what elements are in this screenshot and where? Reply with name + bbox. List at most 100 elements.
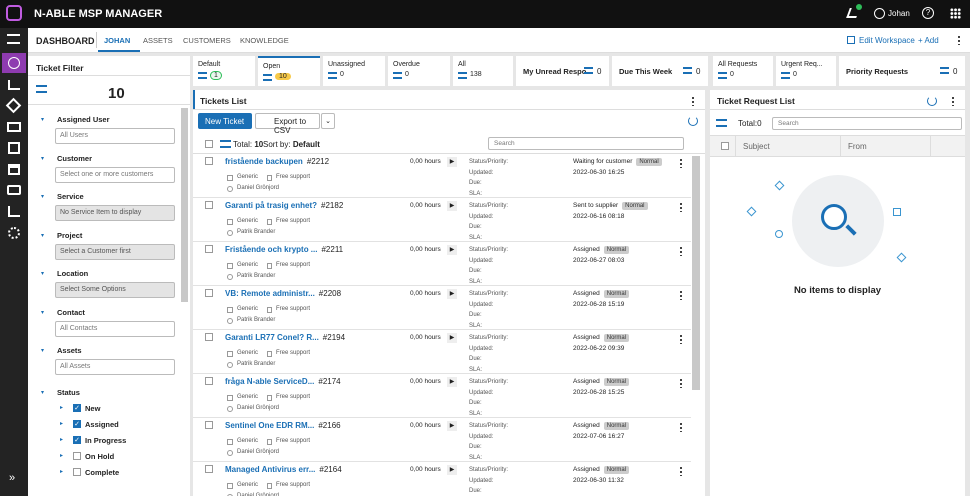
refresh-icon[interactable] <box>927 96 937 106</box>
analytics-icon[interactable] <box>8 206 20 217</box>
timer-button[interactable]: ▶ <box>447 245 457 255</box>
expand-arrow[interactable]: ▸ <box>60 404 64 411</box>
panel-menu[interactable] <box>952 96 954 106</box>
status-checkbox[interactable]: ✓ <box>73 419 81 428</box>
row-menu[interactable] <box>680 422 682 432</box>
ticket-title[interactable]: fråga N-able ServiceD... <box>225 377 315 386</box>
timer-button[interactable]: ▶ <box>447 333 457 343</box>
column-header[interactable]: From <box>848 142 867 151</box>
logo[interactable] <box>6 5 22 21</box>
expand-arrow[interactable]: ▸ <box>60 453 64 460</box>
ticket-row[interactable]: Managed Antivirus err... #2164 Generic Free… <box>193 462 691 496</box>
ticket-checkbox[interactable] <box>205 421 213 429</box>
filter-tile[interactable]: Priority Requests 0 <box>839 56 965 86</box>
ticket-title[interactable]: Garanti LR77 Conel? R... <box>225 333 319 342</box>
expand-arrow[interactable]: ▸ <box>60 469 64 476</box>
ticket-checkbox[interactable] <box>205 333 213 341</box>
apps-icon[interactable] <box>950 8 961 19</box>
ticket-row[interactable]: Garanti på trasig enhet? #2182 Generic Free… <box>193 198 691 242</box>
ticket-title[interactable]: Sentinel One EDR RM... <box>225 421 315 430</box>
row-menu[interactable] <box>680 158 682 168</box>
filter-tile[interactable]: Due This Week 0 <box>612 56 708 86</box>
collapse-arrow[interactable]: ▾ <box>41 232 45 239</box>
field-input[interactable]: Select Some Options <box>55 282 175 298</box>
ticket-title[interactable]: Managed Antivirus err... <box>225 465 316 474</box>
row-menu[interactable] <box>680 246 682 256</box>
field-input[interactable]: All Assets <box>55 359 175 375</box>
scrollbar[interactable] <box>181 108 188 302</box>
filter-icon[interactable] <box>716 119 727 127</box>
ticket-checkbox[interactable] <box>205 377 213 385</box>
ticket-checkbox[interactable] <box>205 201 213 209</box>
collapse-arrow[interactable]: ▾ <box>41 309 45 316</box>
ticket-row[interactable]: Fristående och krypto ... #2211 Generic Fre… <box>193 242 691 286</box>
expand-sidebar[interactable]: » <box>9 472 16 484</box>
filter-tile[interactable]: My Unread Respo... 0 <box>516 56 609 86</box>
field-input[interactable]: All Users <box>55 128 175 144</box>
row-menu[interactable] <box>680 290 682 300</box>
export-button[interactable]: Export to CSV <box>255 113 320 135</box>
select-all[interactable] <box>721 142 729 150</box>
collapse-arrow[interactable]: ▾ <box>41 348 45 354</box>
collapse-arrow[interactable]: ▾ <box>41 117 45 123</box>
ticket-checkbox[interactable] <box>205 289 213 297</box>
filter-tile[interactable]: Unassigned 0 <box>323 56 385 86</box>
ticket-title[interactable]: Garanti på trasig enhet? <box>225 201 318 210</box>
ticket-title[interactable]: fristående backupen <box>225 157 303 166</box>
tickets-icon[interactable] <box>5 97 22 114</box>
sort[interactable]: Sort by: Default <box>263 140 320 149</box>
filter-tile[interactable]: Urgent Req... 0 <box>776 56 836 86</box>
tab[interactable]: JOHAN <box>104 36 131 45</box>
contracts-icon[interactable] <box>8 164 20 175</box>
timer-button[interactable]: ▶ <box>447 289 457 299</box>
refresh-icon[interactable] <box>688 116 698 126</box>
collapse-arrow[interactable]: ▾ <box>41 271 45 277</box>
expand-arrow[interactable]: ▸ <box>60 420 64 427</box>
ticket-title[interactable]: Fristående och krypto ... <box>225 245 318 254</box>
panel-menu[interactable] <box>692 96 694 106</box>
filter-tile[interactable]: All Requests 0 <box>713 56 773 86</box>
ticket-title[interactable]: VB: Remote administr... <box>225 289 315 298</box>
row-menu[interactable] <box>680 334 682 344</box>
row-menu[interactable] <box>680 378 682 388</box>
row-menu[interactable] <box>680 466 682 476</box>
field-input[interactable]: All Contacts <box>55 320 175 337</box>
menu-icon[interactable] <box>7 34 20 44</box>
timer-button[interactable]: ▶ <box>447 377 457 387</box>
add-button[interactable]: + Add <box>918 36 939 45</box>
tab[interactable]: CUSTOMERS <box>183 36 231 45</box>
timer-button[interactable]: ▶ <box>447 201 457 211</box>
help-icon[interactable]: ? <box>922 7 934 19</box>
user-name[interactable]: Johan <box>888 9 910 18</box>
tab[interactable]: KNOWLEDGE <box>240 36 289 45</box>
ticket-checkbox[interactable] <box>205 465 213 473</box>
status-checkbox[interactable]: ✓ <box>73 435 81 444</box>
filter-tile[interactable]: Open 10 <box>258 56 320 86</box>
new-ticket-button[interactable]: New Ticket <box>198 113 252 129</box>
ticket-row[interactable]: Sentinel One EDR RM... #2166 Generic Free s… <box>193 418 691 462</box>
billing-icon[interactable] <box>7 185 21 195</box>
tab-menu[interactable] <box>958 35 960 45</box>
status-checkbox[interactable] <box>73 468 81 477</box>
status-checkbox[interactable] <box>73 452 81 461</box>
tab[interactable]: ASSETS <box>143 36 173 45</box>
status-checkbox[interactable]: ✓ <box>73 403 81 412</box>
ticket-checkbox[interactable] <box>205 157 213 165</box>
scrollbar[interactable] <box>692 156 700 390</box>
timer-button[interactable]: ▶ <box>447 421 457 431</box>
calendar-icon[interactable] <box>8 142 20 154</box>
column-header[interactable]: Subject <box>743 142 770 151</box>
timer-button[interactable]: ▶ <box>447 465 457 475</box>
export-dropdown[interactable]: ⌄ <box>321 113 335 129</box>
timer-button[interactable]: ▶ <box>447 157 457 167</box>
filter-tile[interactable]: Overdue 0 <box>388 56 450 86</box>
field-input[interactable]: Select one or more customers <box>55 166 175 183</box>
collapse-arrow[interactable]: ▾ <box>41 155 45 162</box>
filter-tile[interactable]: All 138 <box>453 56 513 86</box>
search-box[interactable]: Search <box>488 137 684 150</box>
field-input[interactable]: No Service Item to display <box>55 205 175 221</box>
devices-icon[interactable] <box>7 122 21 132</box>
ticket-row[interactable]: Garanti LR77 Conel? R... #2194 Generic Free… <box>193 330 691 374</box>
ticket-row[interactable]: fråga N-able ServiceD... #2174 Generic Free… <box>193 374 691 418</box>
ticket-row[interactable]: fristående backupen #2212 Generic Free supp… <box>193 154 691 198</box>
